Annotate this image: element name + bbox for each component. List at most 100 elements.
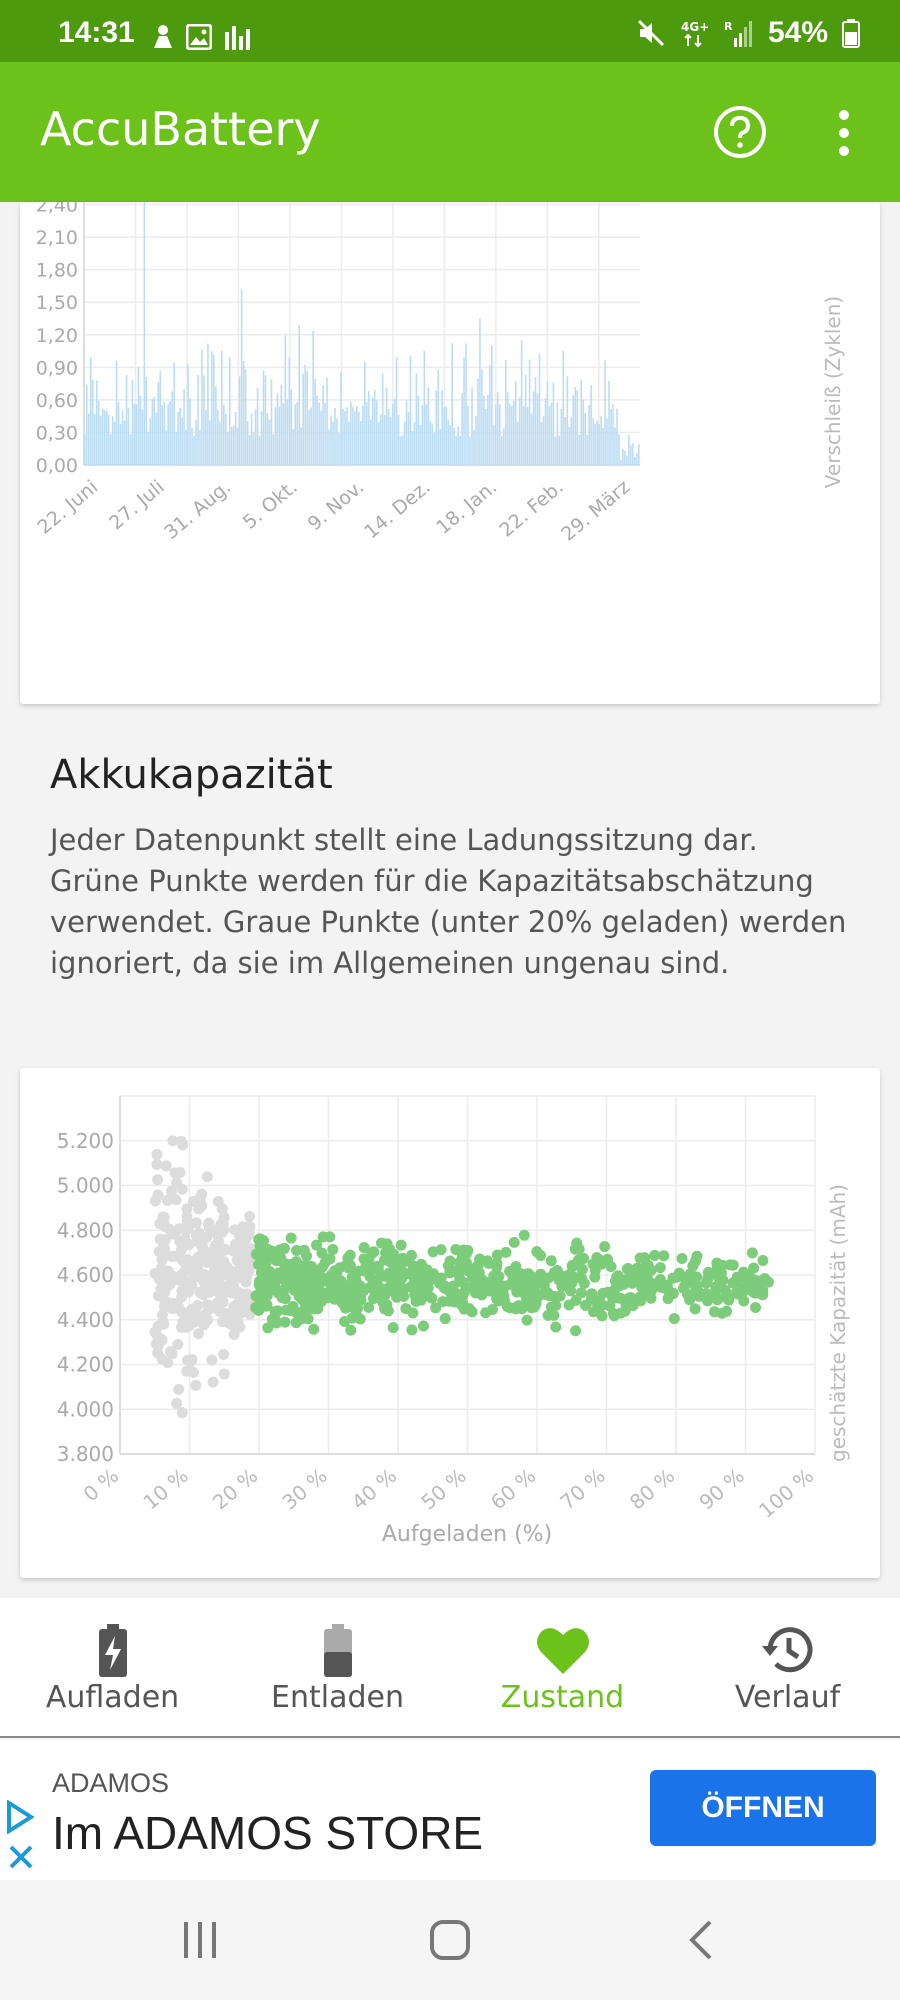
wear-bar [546, 381, 549, 465]
gray-data-point [183, 1239, 195, 1251]
wear-bar [572, 395, 575, 465]
green-data-point [393, 1277, 405, 1289]
wear-bar [489, 364, 491, 465]
capacity-y-tick: 4.600 [57, 1263, 114, 1287]
wear-y-axis-label: Verschleiß (Zyklen) [821, 296, 845, 488]
wear-bar [211, 351, 213, 465]
green-data-point [458, 1286, 470, 1298]
wear-bar [562, 350, 565, 465]
close-icon[interactable] [8, 1844, 34, 1870]
battery-icon [842, 19, 860, 48]
wear-bar [608, 380, 610, 465]
wear-bar [477, 378, 479, 465]
wear-bar [532, 391, 535, 465]
wear-bar [413, 422, 416, 465]
gray-data-point [169, 1302, 181, 1314]
gray-data-point [203, 1217, 215, 1229]
green-data-point [510, 1303, 522, 1315]
wear-bar [632, 443, 634, 465]
wear-bar [425, 404, 428, 465]
wear-bar [125, 375, 128, 465]
wear-bar [221, 350, 223, 465]
gray-data-point [175, 1135, 187, 1147]
gray-data-point [181, 1215, 193, 1227]
back-icon[interactable] [686, 1918, 716, 1962]
green-data-point [500, 1246, 512, 1258]
green-data-point [599, 1256, 611, 1268]
wear-bar [326, 377, 328, 465]
gray-data-point [176, 1243, 188, 1255]
green-data-point [250, 1301, 262, 1313]
gray-data-point [203, 1253, 215, 1265]
tab-aufladen[interactable]: Aufladen [0, 1598, 225, 1738]
tab-label: Zustand [500, 1680, 625, 1715]
ad-choices-icon[interactable] [6, 1800, 34, 1834]
wear-bar [634, 456, 636, 465]
green-data-point [316, 1247, 328, 1259]
wear-bar [433, 432, 436, 465]
wear-bar [179, 407, 181, 465]
green-data-point [262, 1246, 274, 1258]
recent-apps-icon[interactable] [180, 1918, 220, 1962]
wear-bar [129, 434, 132, 465]
green-data-point [350, 1288, 362, 1300]
wear-bar [576, 390, 579, 465]
more-options-icon[interactable] [826, 106, 862, 160]
wear-bar [290, 389, 293, 465]
history-icon [761, 1627, 812, 1673]
wear-bar [155, 412, 158, 465]
wear-bar [236, 428, 239, 465]
tab-verlauf[interactable]: Verlauf [675, 1598, 900, 1738]
gray-data-point [207, 1376, 219, 1388]
capacity-x-tick: 40 % [347, 1463, 401, 1514]
wear-bar [197, 374, 199, 465]
green-data-point [667, 1287, 679, 1299]
wear-bar [560, 408, 563, 465]
capacity-x-tick: 80 % [625, 1463, 679, 1514]
ad-open-button[interactable]: ÖFFNEN [650, 1770, 876, 1846]
ad-banner[interactable]: ADAMOS Im ADAMOS STORE ÖFFNEN [0, 1740, 900, 1880]
gray-data-point [202, 1314, 214, 1326]
green-data-point [269, 1314, 281, 1326]
tab-entladen[interactable]: Entladen [225, 1598, 450, 1738]
wear-bar [139, 395, 142, 465]
green-data-point [316, 1261, 328, 1273]
gray-data-point [212, 1196, 224, 1208]
wear-bar [308, 410, 310, 465]
wear-bar [278, 406, 281, 465]
wear-bar [362, 405, 364, 465]
green-data-point [691, 1280, 703, 1292]
green-data-point [709, 1306, 721, 1318]
wear-bar [187, 364, 189, 465]
wear-bar [493, 424, 495, 465]
gray-data-point [163, 1223, 175, 1235]
wear-bar [449, 425, 451, 465]
ad-headline[interactable]: Im ADAMOS STORE [52, 1807, 484, 1859]
wear-bar [91, 380, 94, 465]
tab-zustand[interactable]: Zustand [450, 1598, 675, 1738]
help-icon[interactable] [712, 104, 768, 160]
gray-data-point [201, 1298, 213, 1310]
wear-bar [393, 398, 396, 465]
green-data-point [297, 1285, 309, 1297]
capacity-y-tick: 4.400 [57, 1308, 114, 1332]
wear-bar [405, 400, 408, 465]
gray-data-point [228, 1301, 240, 1313]
wear-bar [354, 411, 356, 465]
wear-bar [137, 366, 140, 465]
home-icon[interactable] [428, 1918, 472, 1962]
green-data-point [311, 1239, 323, 1251]
gray-data-point [158, 1318, 170, 1330]
gray-data-point [151, 1149, 163, 1161]
green-data-point [524, 1273, 536, 1285]
wear-bar [171, 391, 173, 465]
wear-bar [481, 369, 483, 465]
green-data-point [545, 1301, 557, 1313]
wear-bar [485, 408, 487, 465]
capacity-title: Akkukapazität [50, 752, 333, 798]
green-data-point [423, 1274, 435, 1286]
gray-data-point [217, 1316, 229, 1328]
green-data-point [257, 1287, 269, 1299]
wear-y-tick: 0,00 [36, 455, 78, 477]
wear-chart-card: 0,000,300,600,901,201,501,802,102,402,70… [20, 162, 880, 704]
